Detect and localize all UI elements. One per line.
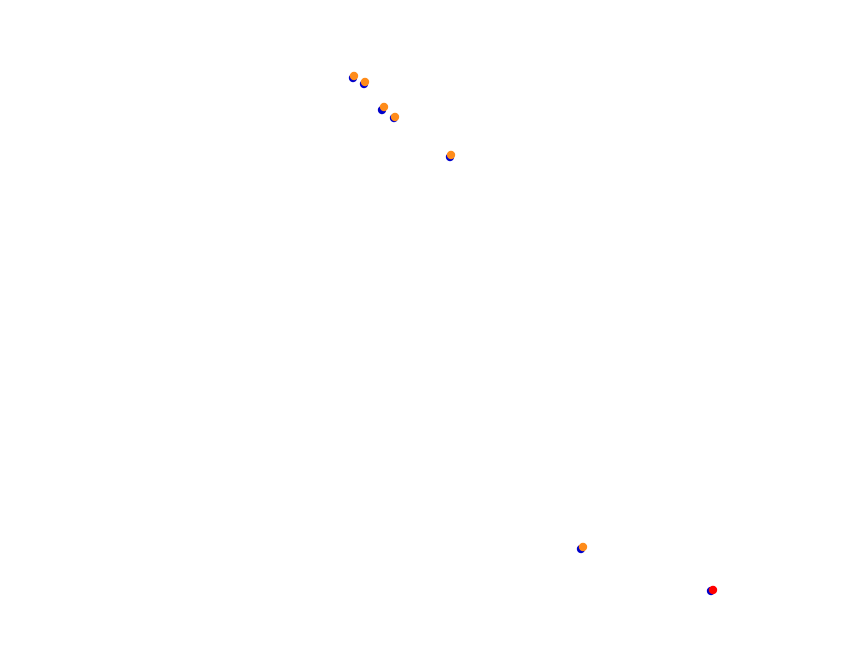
- scatter-point-s2-p1: [360, 77, 370, 87]
- scatter-point-s1-p0: [708, 585, 718, 595]
- scatter-point-s2-p5: [578, 542, 588, 552]
- scatter-point-s2-p4: [446, 150, 456, 160]
- series-1: [708, 585, 718, 595]
- scatter-point-s2-p3: [390, 112, 400, 122]
- series-2: [349, 71, 588, 552]
- scatter-point-s2-p2: [379, 102, 389, 112]
- series-0: [348, 73, 716, 596]
- scatter-point-s2-p0: [349, 71, 359, 81]
